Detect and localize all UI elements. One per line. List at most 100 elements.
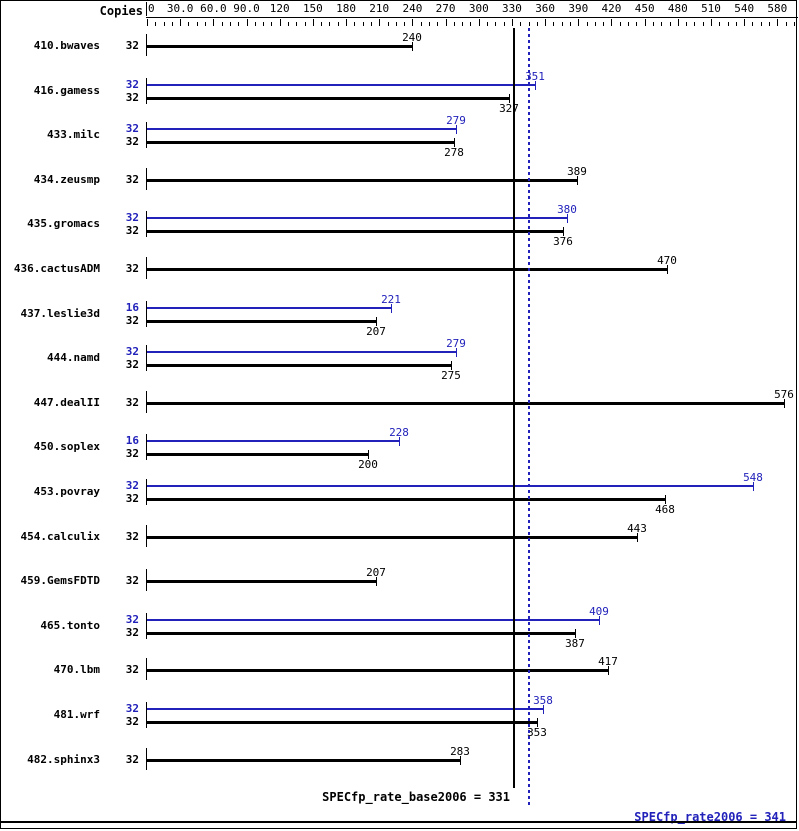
x-axis-labels: 0 30.0 60.0 90.0 120 150 180 210 240 270 300 330 360… <box>147 2 787 18</box>
bar-base-cap <box>784 398 785 408</box>
bar-base-value: 353 <box>527 726 547 739</box>
axis-minor-tick <box>553 22 554 26</box>
row-origin-tick <box>146 658 147 681</box>
bar-base-cap <box>460 755 461 765</box>
axis-major-tick <box>446 19 447 26</box>
axis-major-tick <box>379 19 380 26</box>
benchmark-name: 410.bwaves <box>33 39 100 52</box>
copies-base: 32 <box>125 262 139 275</box>
axis-major-tick <box>280 19 281 26</box>
bar-base <box>147 669 609 673</box>
copies-peak: 32 <box>125 479 139 492</box>
copies-peak: 32 <box>125 702 139 715</box>
bar-peak <box>147 440 400 443</box>
axis-minor-tick <box>786 22 787 26</box>
bar-peak <box>147 128 456 131</box>
benchmark-row: 435.gromacs 380 32 376 32 <box>0 203 799 253</box>
axis-minor-tick <box>371 22 372 26</box>
axis-minor-tick <box>205 22 206 26</box>
axis-minor-tick <box>470 22 471 26</box>
benchmark-row: 454.calculix 443 32 <box>0 521 799 566</box>
row-origin-tick <box>146 345 147 372</box>
axis-minor-tick <box>570 22 571 26</box>
bar-peak <box>147 485 754 487</box>
bar-base <box>147 453 369 457</box>
benchmark-name: 416.gamess <box>33 83 100 97</box>
benchmark-name: 465.tonto <box>40 618 100 632</box>
benchmark-name: 433.milc <box>47 128 100 142</box>
benchmark-row: 482.sphinx3 283 32 <box>0 744 799 789</box>
bar-peak-value: 409 <box>589 604 609 618</box>
benchmark-row: 434.zeusmp 389 32 <box>0 164 799 209</box>
bar-base-value: 376 <box>553 235 573 249</box>
axis-major-tick <box>213 19 214 26</box>
benchmark-row: 433.milc 279 32 278 32 <box>0 114 799 164</box>
axis-minor-tick <box>603 22 604 26</box>
bar-base-value: 443 <box>627 521 647 535</box>
row-origin-tick <box>146 479 147 505</box>
axis-minor-tick <box>164 22 165 26</box>
axis-minor-tick <box>794 22 795 26</box>
bar-peak-cap <box>535 80 536 90</box>
bar-base-cap <box>368 450 369 460</box>
benchmark-name: 450.soplex <box>33 440 100 454</box>
axis-minor-tick <box>354 22 355 26</box>
axis-major-tick <box>777 19 778 26</box>
axis-major-tick <box>611 19 612 26</box>
axis-minor-tick <box>520 22 521 26</box>
axis-minor-tick <box>437 22 438 26</box>
copies-peak: 32 <box>125 211 139 225</box>
bar-base-cap <box>665 495 666 504</box>
axis-minor-tick <box>628 22 629 26</box>
bar-peak-value: 221 <box>381 292 401 306</box>
copies-base: 32 <box>125 625 139 639</box>
benchmark-row: 416.gamess 351 32 327 32 <box>0 70 799 120</box>
axis-minor-tick <box>396 22 397 26</box>
benchmark-row: 481.wrf 358 32 353 32 <box>0 694 799 744</box>
bar-peak-value: 358 <box>533 694 553 707</box>
axis-minor-tick <box>636 22 637 26</box>
axis-minor-tick <box>388 22 389 26</box>
bar-base <box>147 268 667 271</box>
bar-base-cap <box>451 361 452 371</box>
axis-minor-tick <box>487 22 488 26</box>
axis-major-tick <box>147 19 148 26</box>
mean-peak-line <box>528 28 530 806</box>
axis-minor-tick <box>495 22 496 26</box>
benchmark-row: 444.namd 279 32 275 32 <box>0 337 799 387</box>
bar-peak-value: 548 <box>743 471 763 484</box>
axis-major-tick <box>678 19 679 26</box>
bar-peak-cap <box>753 482 754 491</box>
axis-minor-tick <box>728 22 729 26</box>
copies-peak: 16 <box>125 434 139 448</box>
mean-base-line <box>513 28 515 788</box>
copies-peak: 32 <box>125 612 139 626</box>
mean-peak-label: SPECfp_rate2006 = 341 <box>634 810 786 824</box>
axis-minor-tick <box>197 22 198 26</box>
axis-major-tick <box>180 19 181 26</box>
bar-base-value: 207 <box>366 566 386 580</box>
copies-base: 32 <box>125 715 139 728</box>
bar-base-value: 327 <box>499 101 519 115</box>
row-origin-tick <box>146 77 147 104</box>
bar-base-cap <box>577 175 578 185</box>
copies-base: 32 <box>125 752 139 766</box>
axis-major-tick <box>645 19 646 26</box>
bar-base <box>147 580 376 584</box>
axis-tick-label: 0 <box>148 2 155 15</box>
axis-major-tick <box>578 19 579 26</box>
benchmark-name: 447.dealII <box>33 395 100 409</box>
axis-tick-label: 300 <box>468 2 489 15</box>
bar-base-cap <box>509 93 510 103</box>
bar-base <box>147 401 784 405</box>
bar-base <box>147 364 452 368</box>
axis-tick-label: 210 <box>369 2 390 15</box>
bar-base-value: 468 <box>655 503 675 516</box>
benchmark-row: 453.povray 548 32 468 32 <box>0 471 799 521</box>
axis-minor-tick <box>661 22 662 26</box>
benchmark-name: 435.gromacs <box>27 217 100 231</box>
benchmark-name: 434.zeusmp <box>33 172 100 186</box>
plot-area: 410.bwaves 240 32 416.gamess 351 32 327 32 433.m… <box>0 28 799 785</box>
